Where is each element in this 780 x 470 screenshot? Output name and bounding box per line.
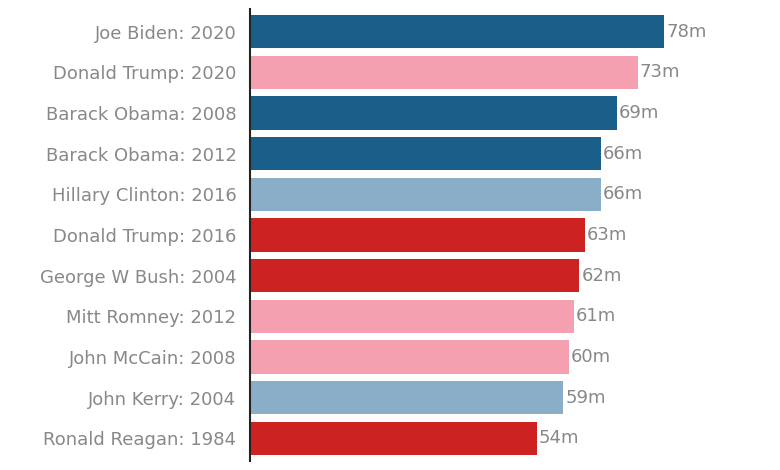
Text: 62m: 62m bbox=[581, 266, 622, 285]
Bar bbox=[250, 381, 563, 414]
Bar bbox=[250, 178, 601, 211]
Text: 61m: 61m bbox=[576, 307, 616, 325]
Text: 73m: 73m bbox=[640, 63, 680, 81]
Bar bbox=[250, 56, 638, 89]
Text: 60m: 60m bbox=[571, 348, 611, 366]
Bar bbox=[250, 15, 665, 48]
Bar bbox=[250, 422, 537, 455]
Text: 66m: 66m bbox=[603, 185, 643, 204]
Bar bbox=[250, 259, 580, 292]
Bar bbox=[250, 137, 601, 170]
Text: 63m: 63m bbox=[587, 226, 627, 244]
Bar bbox=[250, 300, 574, 333]
Text: 66m: 66m bbox=[603, 145, 643, 163]
Bar bbox=[250, 96, 616, 130]
Bar bbox=[250, 219, 585, 251]
Bar bbox=[250, 340, 569, 374]
Text: 69m: 69m bbox=[619, 104, 659, 122]
Text: 78m: 78m bbox=[667, 23, 707, 41]
Text: 54m: 54m bbox=[539, 429, 580, 447]
Text: 59m: 59m bbox=[566, 389, 606, 407]
